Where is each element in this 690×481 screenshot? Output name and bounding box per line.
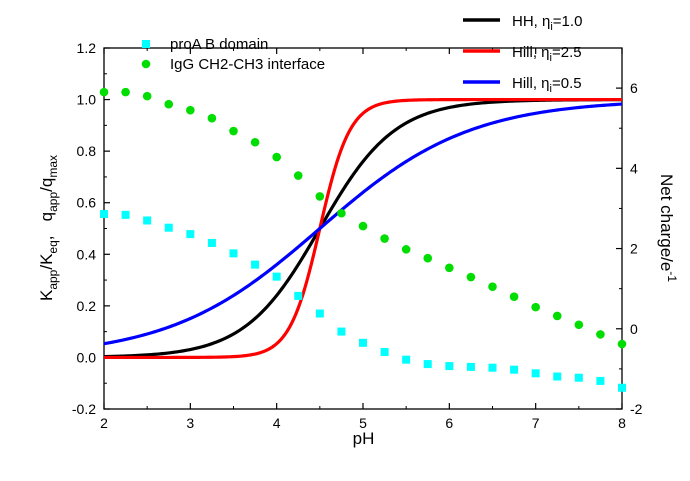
scatter-point-circle [250, 137, 260, 147]
scatter-point-square [359, 338, 367, 347]
scatter-point-circle [272, 152, 281, 162]
legend-marker-circle [141, 59, 151, 69]
scatter-point-square [272, 272, 281, 281]
scatter-point-square [531, 369, 540, 378]
legend-label: Hill, ηi=0.5 [512, 75, 582, 95]
legend-label: IgG CH2-CH3 interface [170, 56, 325, 73]
scatter-point-square [251, 260, 260, 269]
legend-right: HH, ηi=1.0 Hill, ηi=2.5 Hill, ηi=0.5 [463, 13, 582, 95]
y-left-axis-title: Kapp/Keq, qapp/qmax [37, 155, 60, 301]
scatter-point-square [618, 383, 626, 392]
scatter-point-circle [445, 263, 454, 273]
y-left-tick-label: 0.8 [77, 143, 97, 159]
scatter-point-circle [617, 339, 627, 349]
y-right-tick-label: 0 [630, 321, 638, 337]
x-tick-label: 3 [186, 415, 194, 431]
legend-label: Hill, ηi=2.5 [512, 44, 582, 64]
scatter-point-square [423, 360, 432, 369]
x-tick-label: 4 [273, 415, 281, 431]
scatter-point-square [294, 291, 303, 300]
scatter-point-circle [423, 253, 433, 263]
scatter-point-circle [337, 208, 346, 218]
scatter-point-square [164, 223, 173, 232]
scatter-point-circle [207, 113, 217, 123]
y-right-tick-label: 2 [630, 241, 638, 257]
series-curves [103, 97, 623, 360]
scatter-point-square [229, 249, 238, 258]
legend-marker-square [142, 40, 150, 48]
y-right-axis-title: Net charge/e-1 [657, 174, 679, 282]
scatter-point-circle [488, 282, 497, 291]
scatter-point-circle [466, 272, 476, 282]
x-tick-label: 7 [532, 415, 540, 431]
x-tick-label: 8 [618, 415, 626, 431]
y-left-tick-label: 0.0 [77, 349, 97, 365]
y-left-tick-label: -0.2 [72, 401, 96, 417]
x-axis-title: pH [353, 429, 375, 448]
legend-label: proA B domain [170, 36, 268, 53]
scatter-point-square [315, 309, 324, 318]
scatter-point-circle [552, 311, 562, 321]
scatter-point-circle [99, 87, 109, 97]
y-right-tick-label: 4 [630, 160, 638, 176]
scatter-point-circle [509, 292, 519, 301]
scatter-point-circle [380, 234, 389, 243]
scatter-point-square [466, 362, 475, 371]
scatter-point-square [488, 363, 497, 372]
scatter-point-square [380, 348, 389, 357]
scatter-point-circle [596, 330, 605, 339]
scatter-point-square [445, 362, 454, 371]
y-left-tick-label: 1.0 [77, 92, 97, 108]
scatter-point-circle [164, 99, 174, 109]
scatter-point-circle [229, 126, 238, 136]
scatter-point-square [100, 210, 108, 219]
scatter-point-square [553, 372, 562, 381]
scatter-point-square [186, 230, 195, 239]
y-right-tick-label: -2 [630, 401, 643, 417]
scatter-point-square [402, 355, 411, 364]
scatter-point-circle [574, 320, 584, 330]
scatter-point-square [121, 210, 130, 219]
legend-label: HH, ηi=1.0 [512, 13, 582, 33]
y-right-tick-label: 6 [630, 80, 638, 96]
scatter-point-circle [401, 245, 411, 254]
y-left-tick-label: 1.2 [77, 40, 97, 56]
scatter-point-circle [142, 91, 152, 101]
x-tick-label: 2 [100, 415, 108, 431]
scatter-point-square [207, 238, 216, 247]
scatter-point-circle [121, 87, 130, 97]
scatter-point-square [337, 327, 346, 336]
scatter-point-circle [315, 192, 325, 201]
y-left-tick-label: 0.4 [77, 246, 97, 262]
curve-series-1 [104, 97, 622, 360]
x-tick-label: 5 [359, 415, 367, 431]
scatter-point-square [596, 376, 605, 385]
scatter-point-square [143, 216, 152, 225]
series-scatter [99, 87, 627, 392]
scatter-point-square [510, 365, 519, 374]
y-left-tick-label: 0.2 [77, 298, 97, 314]
scatter-point-circle [186, 105, 195, 115]
scatter-point-circle [293, 171, 303, 180]
curve-series-2 [103, 102, 623, 346]
y-left-tick-label: 0.6 [77, 195, 97, 211]
scatter-point-square [574, 373, 583, 382]
legend-left: proA B domain IgG CH2-CH3 interface [141, 36, 325, 73]
scatter-point-circle [358, 221, 368, 231]
x-tick-label: 6 [445, 415, 453, 431]
scatter-point-circle [531, 302, 540, 312]
